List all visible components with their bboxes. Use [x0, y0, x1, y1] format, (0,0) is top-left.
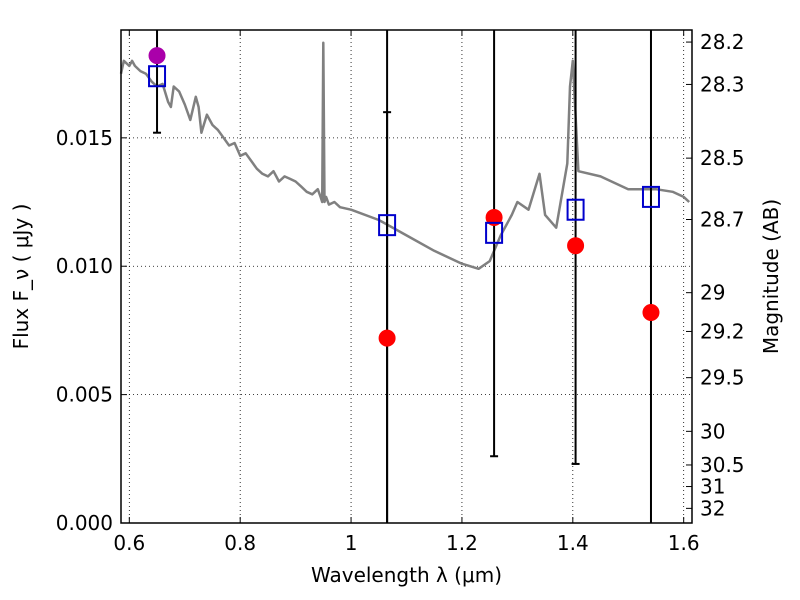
y-tick-label: 0.015	[56, 126, 113, 150]
right-tick-label: 28.7	[700, 207, 745, 231]
x-tick-label: 0.6	[113, 531, 145, 555]
right-tick-label: 28.5	[700, 146, 745, 170]
spectrum-line	[119, 41, 691, 271]
right-tick-label: 29	[700, 281, 725, 305]
x-tick-label: 1.4	[557, 531, 589, 555]
right-tick-label: 29.2	[700, 319, 745, 343]
model-point	[378, 214, 397, 237]
observed-point	[642, 303, 660, 321]
right-tick-label: 28.2	[700, 30, 745, 54]
x-tick-label: 1	[345, 531, 358, 555]
right-tick-label: 32	[700, 496, 725, 520]
observed-point	[567, 237, 585, 255]
model-point	[148, 65, 167, 88]
y-tick-label: 0.010	[56, 254, 113, 278]
right-tick-label: 30	[700, 419, 725, 443]
x-tick-label: 1.6	[668, 531, 700, 555]
grid-lines	[121, 30, 692, 524]
model-point	[485, 221, 504, 244]
observed-point	[485, 208, 503, 226]
model-point	[641, 185, 660, 208]
right-tick-label: 31	[700, 475, 725, 499]
tick-layer: 0.6 0.8 1 1.2 1.4 1.6 0.000 0.005 0.010 0.015 28.2…	[56, 30, 745, 555]
right-tick-label: 29.5	[700, 366, 745, 390]
right-axis-label: Magnitude (AB)	[759, 199, 783, 354]
observed-point	[378, 329, 396, 347]
y-tick-label: 0.000	[56, 511, 113, 535]
x-tick-label: 0.8	[224, 531, 256, 555]
x-tick-label: 1.2	[446, 531, 478, 555]
y-tick-label: 0.005	[56, 383, 113, 407]
series-layer	[119, 30, 691, 523]
plot-frame	[120, 29, 693, 524]
x-axis-label: Wavelength λ (μm)	[311, 563, 502, 587]
highlight-point	[148, 47, 166, 65]
right-tick-label: 30.5	[700, 453, 745, 477]
y-axis-label: Flux F_ν ( μJy )	[9, 204, 33, 350]
model-point	[566, 198, 585, 221]
right-tick-label: 28.3	[700, 72, 745, 96]
